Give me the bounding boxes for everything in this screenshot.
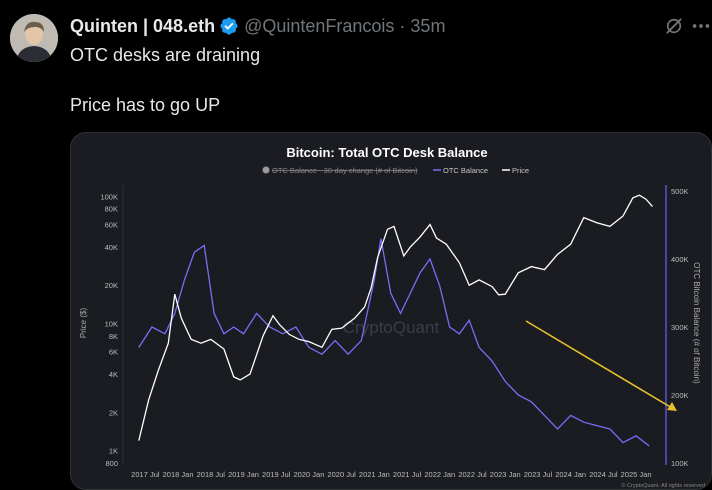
x-tick-labels: 2017 Jul 2018 Jan 2018 Jul 2019 Jan 2019 Jul… [131,470,651,479]
x-tick-12: 2023 Jul [524,470,553,479]
trend-arrow [525,320,677,411]
legend-30day-change[interactable]: OTC Balance - 30-day change (# of Bitcoi… [272,166,418,175]
right-tick-0: 500K [671,187,689,196]
display-name[interactable]: Quinten | 048.eth [70,15,216,36]
left-tick-7: 6K [109,348,118,357]
legend-price[interactable]: Price [512,166,529,175]
chart-footer: © CryptoQuant. All rights reserved [621,482,705,489]
left-tick-8: 4K [109,370,118,379]
avatar[interactable] [10,14,58,62]
more-dots-icon[interactable] [690,15,712,37]
x-tick-7: 2021 Jan [359,470,390,479]
legend-otc-balance[interactable]: OTC Balance [443,166,488,175]
right-tick-2: 300K [671,323,689,332]
left-tick-1: 80K [105,205,118,214]
y-axis-label-right: OTC Bitcoin Balance (# of Bitcoin) [692,262,701,384]
x-tick-9: 2022 Jan [424,470,455,479]
tweet-header: Quinten | 048.eth @QuintenFrancois · 35m [70,14,445,38]
right-tick-1: 400K [671,255,689,264]
left-tick-0: 100K [100,192,118,201]
avatar-portrait [10,14,58,62]
otc-balance-chart: Bitcoin: Total OTC Desk Balance OTC Bala… [79,145,705,489]
tweet-text-line-1: OTC desks are draining [70,45,261,65]
series-price [138,194,653,441]
tweet-media-chart[interactable]: Bitcoin: Total OTC Desk Balance OTC Bala… [70,132,712,490]
x-tick-10: 2022 Jul [458,470,487,479]
left-tick-9: 2K [109,408,118,417]
y-axis-label-left: Price ($) [79,308,88,339]
x-tick-2: 2018 Jul [197,470,226,479]
x-tick-11: 2023 Jan [490,470,521,479]
left-tick-labels: 100K 80K 60K 40K 20K 10K 8K 6K 4K 2K 1K 800 [100,192,118,468]
legend-swatch-30day [262,166,270,174]
user-handle[interactable]: @QuintenFrancois [244,15,395,36]
trend-arrow-line [525,320,673,409]
left-tick-4: 20K [105,281,118,290]
timestamp[interactable]: 35m [410,15,446,36]
chart-title: Bitcoin: Total OTC Desk Balance [286,145,487,160]
x-tick-6: 2020 Jul [327,470,356,479]
left-tick-6: 8K [109,332,118,341]
left-tick-11: 800 [105,459,118,468]
x-tick-4: 2019 Jul [262,470,291,479]
left-tick-5: 10K [105,319,118,328]
trend-arrow-head [667,402,677,411]
left-tick-2: 60K [105,220,118,229]
chart-legend: OTC Balance - 30-day change (# of Bitcoi… [262,166,529,175]
x-tick-1: 2018 Jan [163,470,194,479]
right-tick-labels: 500K 400K 300K 200K 100K [671,187,689,468]
x-tick-5: 2020 Jan [294,470,325,479]
separator-dot: · [399,15,406,36]
x-tick-14: 2024 Jul [589,470,618,479]
left-tick-3: 40K [105,243,118,252]
left-tick-10: 1K [109,447,118,456]
x-tick-0: 2017 Jul [131,470,160,479]
x-tick-13: 2024 Jan [555,470,586,479]
right-tick-4: 100K [671,459,689,468]
tweet-text-line-2: Price has to go UP [70,95,221,115]
x-tick-8: 2021 Jul [393,470,422,479]
verified-badge-icon[interactable] [219,16,239,36]
x-tick-3: 2019 Jan [228,470,259,479]
x-tick-15: 2025 Jan [621,470,652,479]
series-otc-balance [138,238,650,447]
right-tick-3: 200K [671,391,689,400]
chart-watermark: CryptoQuant [343,318,440,337]
grok-icon[interactable] [664,16,684,36]
